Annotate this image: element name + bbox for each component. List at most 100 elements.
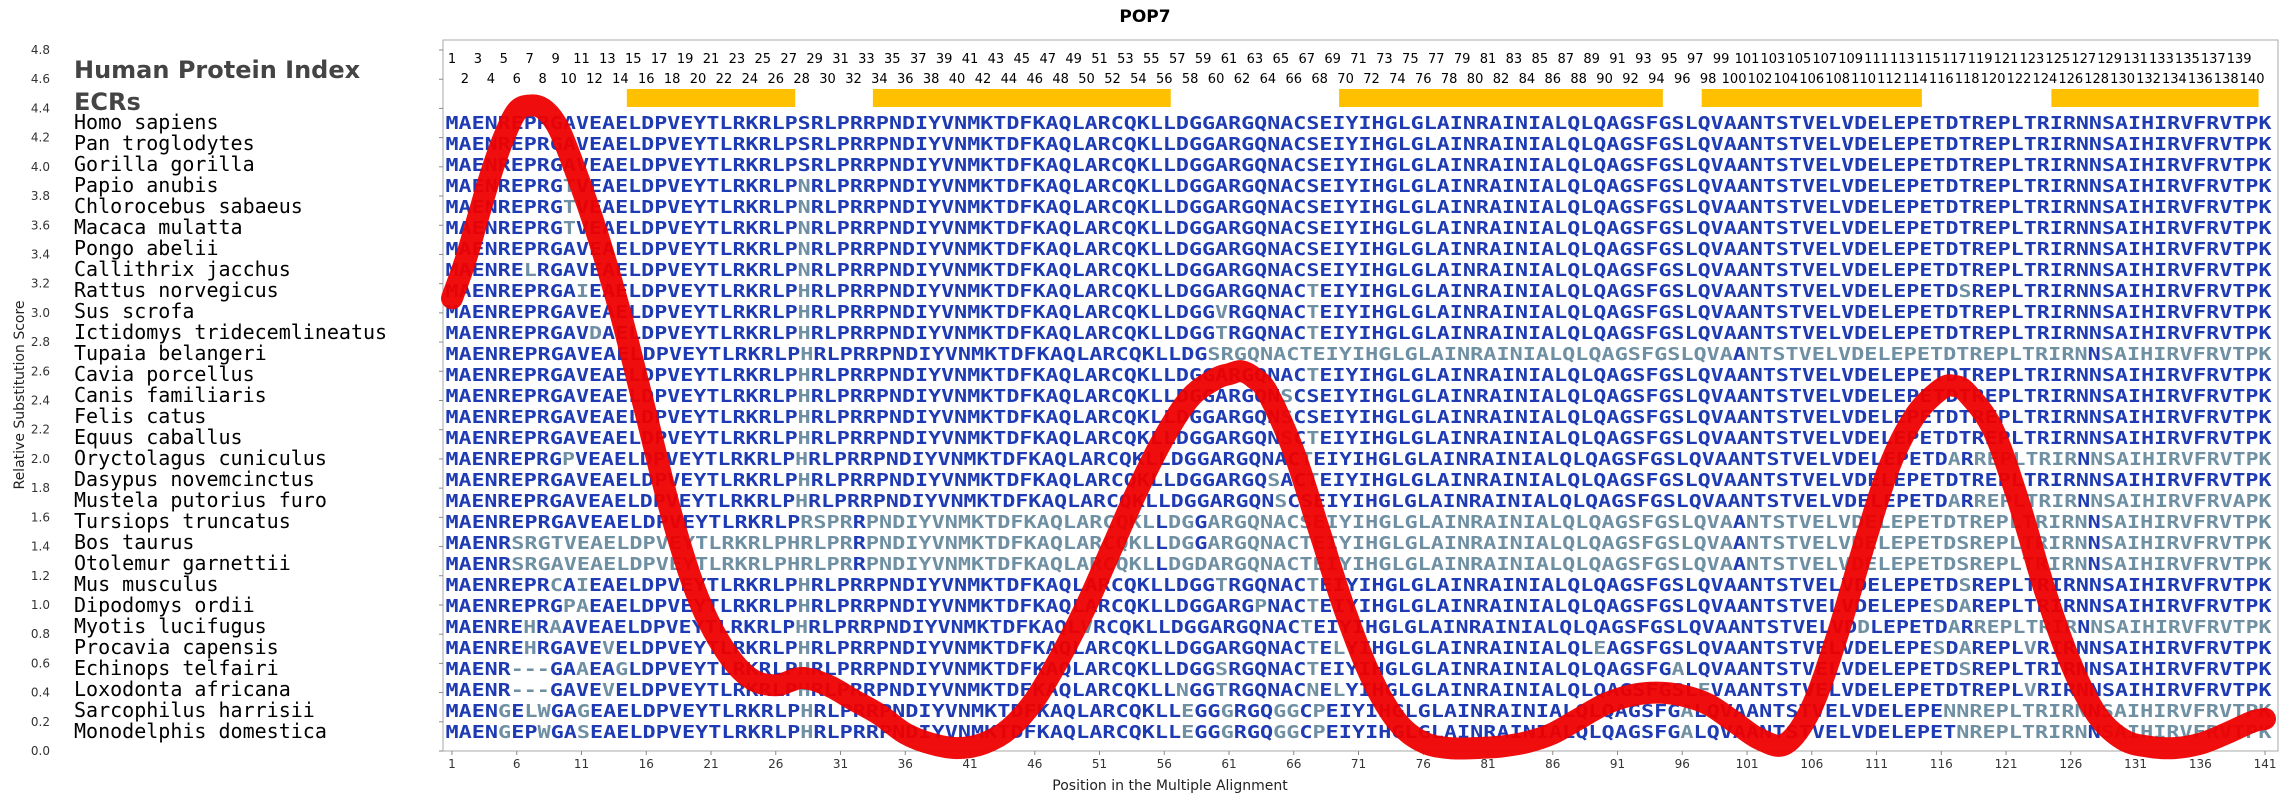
residue: N [954,113,967,134]
residue: R [732,260,745,281]
residue: A [1045,197,1058,218]
residue: N [485,239,498,260]
position-number: 91 [1609,52,1626,67]
residue: L [1163,155,1176,176]
residue: T [2232,596,2245,617]
residue: A [1737,659,1750,680]
residue: P [654,134,667,155]
residue: R [732,596,745,617]
residue: E [680,638,693,659]
residue: T [2232,176,2245,197]
residue: E [511,722,524,743]
residue: R [537,176,550,197]
residue: R [850,260,863,281]
residue: I [2154,134,2167,155]
position-number: 110 [1851,72,1876,87]
position-number: 15 [625,52,642,67]
residue: I [2050,281,2063,302]
residue: R [732,386,745,407]
residue: H [2141,239,2154,260]
residue: E [1815,365,1828,386]
residue: I [2048,701,2061,722]
residue: A [1489,281,1502,302]
residue: V [667,155,680,176]
residue: P [654,155,667,176]
residue: A [1489,596,1502,617]
residue: G [1654,533,1667,554]
residue: L [774,344,787,365]
residue: D [640,617,653,638]
residue: S [1772,554,1785,575]
residue: A [602,575,615,596]
residue: L [1163,260,1176,281]
residue: K [971,554,984,575]
residue: A [1489,365,1502,386]
residue: P [1906,134,1919,155]
residue: S [1306,176,1319,197]
residue: L [1680,554,1693,575]
residue: I [1495,617,1508,638]
residue: G [1659,113,1672,134]
residue: A [1606,281,1619,302]
residue: L [1072,113,1085,134]
residue: V [576,386,589,407]
residue: Y [928,575,941,596]
residue: N [1457,554,1470,575]
residue: T [1306,575,1319,596]
residue: N [2076,113,2089,134]
residue: G [1404,491,1417,512]
position-number: 133 [2149,52,2174,67]
position-number: 38 [923,72,940,87]
residue: E [511,596,524,617]
residue: L [1880,638,1893,659]
residue: S [1672,281,1685,302]
residue: A [1615,722,1628,743]
y-tick-label: 0.4 [31,686,50,700]
residue: L [1076,701,1089,722]
residue: R [808,617,821,638]
residue: N [889,239,902,260]
residue: H [1372,302,1385,323]
residue: T [2024,134,2037,155]
position-number: 28 [793,72,810,87]
residue: K [980,659,993,680]
residue: V [941,176,954,197]
residue: G [1611,491,1624,512]
residue: M [446,218,459,239]
residue: L [1398,134,1411,155]
residue: P [785,281,798,302]
residue: A [1280,134,1293,155]
residue: S [1628,533,1641,554]
residue: N [889,575,902,596]
residue: Q [1559,491,1572,512]
residue: I [2154,680,2167,701]
residue: R [2063,386,2076,407]
residue: D [1945,197,1958,218]
residue: I [2153,344,2166,365]
residue: I [2128,134,2141,155]
residue: L [1554,260,1567,281]
residue: V [2219,554,2232,575]
residue: T [2232,575,2245,596]
residue: S [1772,512,1785,533]
residue: V [656,533,669,554]
residue: Q [1567,680,1580,701]
residue: V [667,575,680,596]
position-number: 113 [1890,52,1915,67]
residue: A [1437,239,1450,260]
ecr-bar [1701,89,1922,107]
residue: E [1815,281,1828,302]
residue: E [1985,134,1998,155]
residue: Y [695,512,708,533]
residue: S [1672,302,1685,323]
residue: I [2154,281,2167,302]
residue: L [1163,281,1176,302]
residue: H [2141,659,2154,680]
residue: Y [928,218,941,239]
residue: K [1137,680,1150,701]
residue: D [902,659,915,680]
residue: I [1502,134,1515,155]
residue: K [1137,176,1150,197]
residue: D [1945,302,1958,323]
residue: Q [1050,512,1063,533]
